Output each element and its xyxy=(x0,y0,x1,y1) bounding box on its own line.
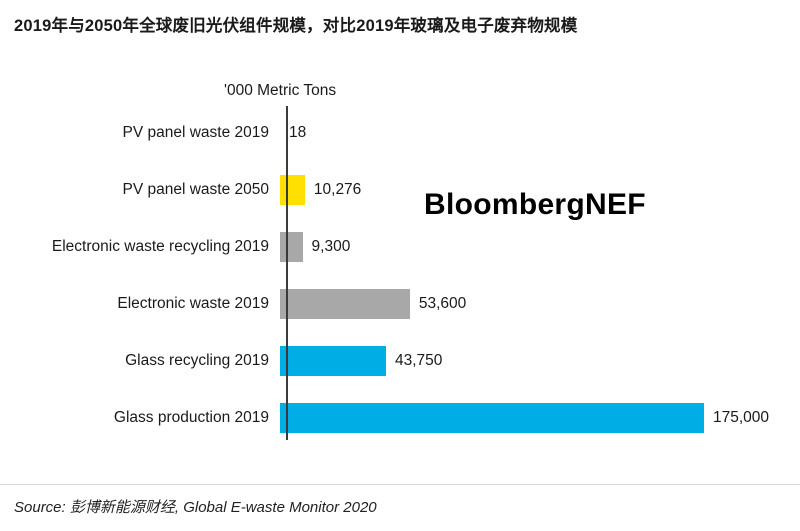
bar-track: 10,276 xyxy=(278,161,800,218)
bar xyxy=(280,174,305,205)
bar-value: 9,300 xyxy=(311,237,351,255)
bar-label: Glass production 2019 xyxy=(113,408,269,426)
bar-value: 53,600 xyxy=(418,294,467,312)
bar xyxy=(280,345,386,376)
bar-track: 53,600 xyxy=(278,275,800,332)
bar xyxy=(280,288,410,319)
bar-row: Glass recycling 2019 43,750 xyxy=(0,332,800,389)
bar-track: 175,000 xyxy=(278,389,800,446)
source-text: Source: 彭博新能源财经, Global E-waste Monitor … xyxy=(0,484,800,531)
bar-label: Glass recycling 2019 xyxy=(125,351,269,369)
axis-unit-label: '000 Metric Tons xyxy=(224,82,337,99)
bar-track: 43,750 xyxy=(278,332,800,389)
bar-value: 175,000 xyxy=(713,408,770,426)
bar-row: Glass production 2019 175,000 xyxy=(0,389,800,446)
bar-row: Electronic waste 2019 53,600 xyxy=(0,275,800,332)
bar xyxy=(280,231,303,262)
chart: '000 Metric Tons PV panel waste 2019 18 … xyxy=(0,82,800,446)
y-axis-line xyxy=(286,106,288,440)
bar xyxy=(280,402,704,433)
bar-value: 18 xyxy=(289,123,307,141)
bar-row: Electronic waste recycling 2019 9,300 xyxy=(0,218,800,275)
bar-track: 9,300 xyxy=(278,218,800,275)
chart-title: 2019年与2050年全球废旧光伏组件规模，对比2019年玻璃及电子废弃物规模 xyxy=(14,17,578,35)
bar-label: PV panel waste 2050 xyxy=(122,180,270,198)
watermark: BloombergNEF xyxy=(424,188,646,221)
bar-row: PV panel waste 2019 18 xyxy=(0,104,800,161)
bar-label: Electronic waste 2019 xyxy=(117,294,269,312)
bar-value: 43,750 xyxy=(395,351,443,369)
bar-row: PV panel waste 2050 10,276 xyxy=(0,161,800,218)
bar-value: 10,276 xyxy=(313,180,362,198)
bar-track: 18 xyxy=(278,104,800,161)
bar-label: Electronic waste recycling 2019 xyxy=(51,237,269,255)
plot-area: PV panel waste 2019 18 PV panel waste 20… xyxy=(0,104,800,446)
bar-label: PV panel waste 2019 xyxy=(122,123,270,141)
